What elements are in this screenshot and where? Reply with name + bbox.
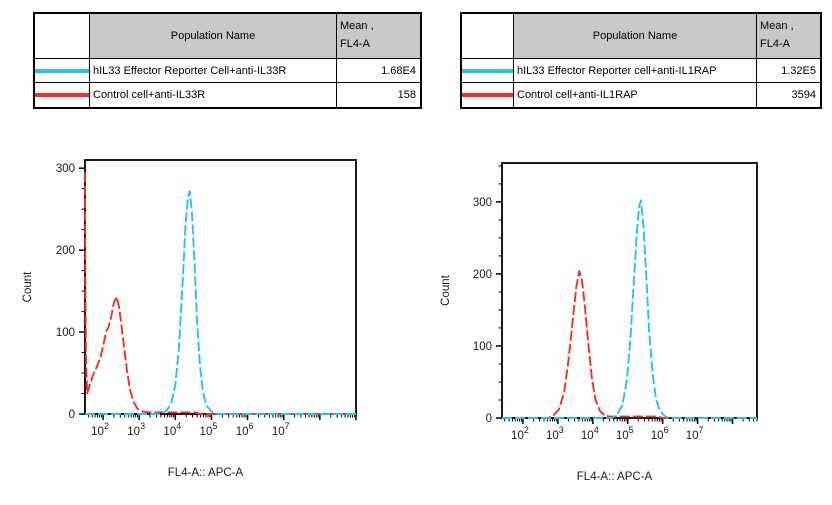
- y-axis-label: Count: [22, 271, 34, 302]
- red-series-swatch: [35, 93, 89, 97]
- population-name-cell: hIL33 Effector Reporter Cell+anti-IL33R: [90, 59, 337, 83]
- table-row-swatch: [462, 83, 514, 107]
- y-tick-label: 100: [473, 341, 492, 353]
- table-row-swatch: [35, 83, 90, 107]
- y-tick-label: 200: [56, 245, 75, 257]
- histogram-curve: [85, 190, 356, 415]
- y-tick-label: 300: [473, 197, 492, 209]
- x-axis-label: FL4-A:: APC-A: [577, 471, 653, 483]
- cyan-series-swatch: [462, 68, 513, 73]
- plot-frame: [501, 162, 758, 419]
- mean-value-cell: 1.32E5: [757, 59, 820, 83]
- x-axis-label: FL4-A:: APC-A: [168, 467, 244, 479]
- x-tick-label: 104: [581, 425, 599, 442]
- mean-fl4a-header: Mean , FL4-A: [337, 14, 420, 59]
- population-name-header: Population Name: [514, 14, 757, 59]
- histogram-curve: [502, 270, 757, 419]
- x-tick-label: 102: [91, 421, 109, 438]
- x-tick-label: 103: [127, 421, 145, 438]
- y-tick-label: 100: [56, 327, 75, 339]
- mean-header-line2: FL4-A: [340, 38, 370, 50]
- x-tick-label: 107: [272, 421, 290, 438]
- legend-swatch-header-cell: [462, 14, 514, 59]
- x-tick-label: 105: [200, 421, 218, 438]
- population-name-cell: Control cell+anti-IL1RAP: [514, 83, 757, 107]
- y-tick-label: 300: [56, 163, 75, 175]
- plot-frame: [84, 159, 357, 415]
- x-tick-label: 106: [236, 421, 254, 438]
- x-tick-label: 106: [651, 425, 669, 442]
- population-name-cell: Control cell+anti-IL33R: [90, 83, 337, 107]
- legend-table-left: Population Name Mean , FL4-A hIL33 Effec…: [33, 12, 422, 109]
- mean-header-line1: Mean ,: [340, 20, 374, 33]
- red-series-swatch: [462, 93, 513, 97]
- y-tick-label: 200: [473, 269, 492, 281]
- mean-value-cell: 3594: [791, 89, 816, 101]
- legend-swatch-header-cell: [35, 14, 90, 59]
- mean-header-line2: FL4-A: [760, 38, 790, 50]
- mean-value-cell: 1.68E4: [337, 59, 420, 83]
- x-tick-label: 102: [511, 425, 529, 442]
- table-row-swatch: [35, 59, 90, 83]
- population-name-cell: hIL33 Effector Reporter cell+anti-IL1RAP: [514, 59, 757, 83]
- y-tick-label: 0: [69, 409, 75, 421]
- population-name-header: Population Name: [90, 14, 337, 59]
- histogram-curve: [84, 172, 356, 415]
- x-tick-label: 107: [686, 425, 704, 442]
- legend-table-right: Population Name Mean , FL4-A hIL33 Effec…: [460, 12, 822, 109]
- mean-fl4a-header: Mean , FL4-A: [757, 14, 820, 59]
- mean-value-cell: 158: [397, 89, 416, 101]
- y-tick-label: 0: [486, 413, 492, 425]
- x-tick-label: 104: [163, 421, 181, 438]
- x-tick-label: 103: [546, 425, 564, 442]
- histogram-curve: [502, 199, 757, 419]
- x-tick-label: 105: [616, 425, 634, 442]
- table-row-swatch: [462, 59, 514, 83]
- mean-header-line1: Mean ,: [760, 20, 794, 33]
- cyan-series-swatch: [35, 68, 89, 73]
- y-axis-label: Count: [440, 274, 452, 305]
